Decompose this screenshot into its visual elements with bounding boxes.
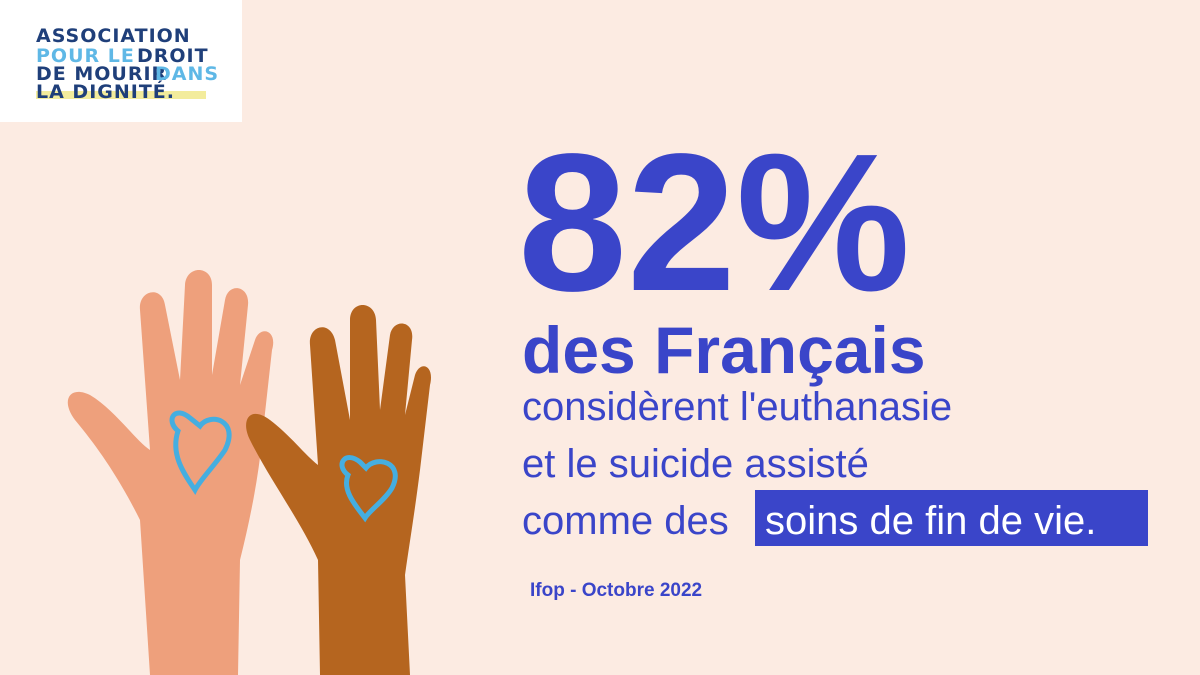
- logo-text: ASSOCIATION: [36, 25, 191, 47]
- headline-text: considèrent l'euthanasie: [522, 385, 952, 429]
- headline-text: et le suicide assisté: [522, 442, 869, 486]
- source: Ifop - Octobre 2022: [530, 580, 702, 601]
- hand-illustration: [67, 270, 274, 675]
- heart-icon: [169, 410, 232, 495]
- heart-icon: [339, 455, 398, 523]
- headline-stat: 82%: [518, 113, 910, 332]
- logo-text: POUR LE: [36, 45, 135, 67]
- logo-text: DROIT: [137, 45, 209, 67]
- headline-text: comme des: [522, 499, 729, 543]
- headline-highlight: soins de fin de vie.: [765, 499, 1096, 543]
- hand-illustration: [246, 305, 432, 675]
- logo-text: LA DIGNITÉ.: [36, 80, 175, 103]
- logo-text: DANS: [155, 63, 219, 85]
- logo-text: DE MOURIR: [36, 63, 167, 85]
- highlight: [755, 490, 1148, 546]
- logo-underline: [36, 91, 206, 99]
- logo-box: [0, 0, 242, 122]
- headline-subject: des Français: [522, 313, 926, 387]
